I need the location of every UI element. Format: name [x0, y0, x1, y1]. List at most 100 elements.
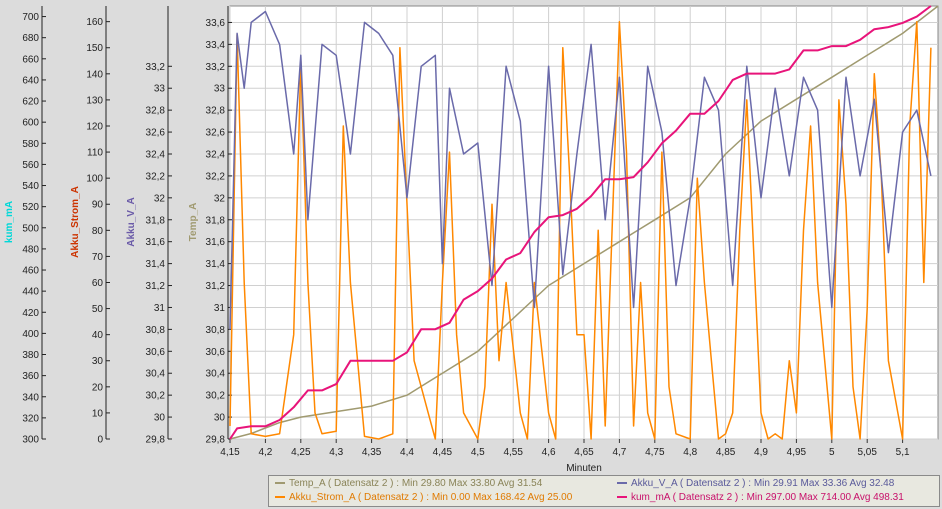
legend-text: Temp_A ( Datensatz 2 ) : Min 29.80 Max 3… [289, 478, 543, 489]
y-tick-label: 33 [214, 84, 226, 95]
multi-axis-line-chart: 3003203403603804004204404604805005205405… [4, 5, 939, 474]
x-tick-label: 4,3 [329, 447, 343, 458]
y-tick-label: 380 [22, 350, 39, 361]
x-tick-label: 5,1 [896, 447, 910, 458]
x-tick-label: 4,5 [471, 447, 485, 458]
y-tick-label: 110 [87, 148, 103, 159]
y-tick-label: 30,8 [206, 325, 226, 336]
y-tick-label: 540 [22, 181, 39, 192]
series-line-temp-a [229, 5, 939, 440]
x-tick-label: 4,7 [612, 447, 626, 458]
x-tick-label: 4,8 [683, 447, 697, 458]
y-tick-label: 31,6 [206, 237, 226, 248]
y-tick-label: 680 [22, 33, 39, 44]
y-tick-label: 400 [22, 329, 39, 340]
y-tick-label: 30,2 [206, 391, 226, 402]
y-tick-label: 31,8 [146, 215, 166, 226]
y-tick-label: 130 [86, 95, 103, 106]
x-tick-label: 4,9 [754, 447, 768, 458]
y-tick-label: 300 [22, 435, 39, 446]
legend-swatch [275, 482, 285, 485]
legend-item: Akku_V_A ( Datensatz 2 ) : Min 29.91 Max… [617, 478, 894, 489]
y-tick-label: 600 [22, 118, 39, 129]
y-tick-label: 32,4 [146, 149, 166, 160]
y-tick-label: 33,2 [146, 62, 166, 73]
legend: Temp_A ( Datensatz 2 ) : Min 29.80 Max 3… [268, 475, 940, 507]
series-line-kum-ma [229, 5, 932, 440]
legend-item: kum_mA ( Datensatz 2 ) : Min 297.00 Max … [617, 492, 904, 503]
y-tick-label: 33,4 [206, 40, 226, 51]
x-tick-label: 4,95 [787, 447, 807, 458]
y-axis-label: Temp_A [188, 203, 199, 242]
y-tick-label: 31,2 [206, 281, 226, 292]
y-tick-label: 30,4 [206, 369, 226, 380]
y-tick-label: 50 [92, 304, 104, 315]
y-tick-label: 160 [86, 17, 103, 28]
x-tick-label: 5 [829, 447, 835, 458]
gridlines [229, 6, 938, 440]
legend-text: Akku_Strom_A ( Datensatz 2 ) : Min 0.00 … [289, 492, 573, 503]
y-tick-label: 33 [154, 84, 166, 95]
y-tick-label: 580 [22, 139, 39, 150]
y-axis-label: Akku_V_A [126, 197, 137, 246]
y-tick-label: 32,4 [206, 149, 226, 160]
legend-item: Temp_A ( Datensatz 2 ) : Min 29.80 Max 3… [275, 478, 542, 489]
y-tick-label: 31,4 [146, 259, 166, 270]
y-tick-label: 360 [22, 371, 39, 382]
legend-item: Akku_Strom_A ( Datensatz 2 ) : Min 0.00 … [275, 492, 572, 503]
y-tick-label: 31 [214, 303, 226, 314]
y-axis-label: kum_mA [4, 201, 15, 243]
y-tick-label: 30,8 [146, 325, 166, 336]
x-tick-label: 5,05 [857, 447, 877, 458]
y-tick-label: 120 [86, 121, 103, 132]
y-tick-label: 620 [22, 97, 39, 108]
x-tick-label: 4,4 [400, 447, 414, 458]
y-tick-label: 100 [86, 174, 103, 185]
y-tick-label: 640 [22, 75, 39, 86]
y-tick-label: 520 [22, 202, 39, 213]
y-tick-label: 31,8 [206, 215, 226, 226]
x-tick-label: 4,45 [433, 447, 453, 458]
legend-swatch [617, 496, 627, 499]
y-tick-label: 32,2 [146, 171, 166, 182]
y-tick-label: 420 [22, 308, 39, 319]
y-tick-label: 33,2 [206, 62, 226, 73]
y-tick-label: 320 [22, 413, 39, 424]
x-tick-label: 4,6 [542, 447, 556, 458]
x-tick-label: 4,65 [574, 447, 594, 458]
series-line-akku-v-a [229, 10, 932, 330]
y-tick-label: 0 [97, 435, 103, 446]
y-tick-label: 32,6 [146, 128, 166, 139]
y-tick-label: 30 [92, 356, 104, 367]
y-tick-label: 31 [154, 303, 166, 314]
y-tick-label: 32,8 [206, 106, 226, 117]
y-tick-label: 32,8 [146, 106, 166, 117]
y-tick-label: 70 [92, 252, 104, 263]
y-tick-label: 32 [154, 193, 166, 204]
y-tick-label: 30 [214, 413, 226, 424]
y-tick-label: 29,8 [146, 435, 166, 446]
x-axis-label: Minuten [566, 463, 602, 474]
y-tick-label: 150 [86, 43, 103, 54]
y-tick-label: 340 [22, 392, 39, 403]
legend-text: kum_mA ( Datensatz 2 ) : Min 297.00 Max … [631, 492, 904, 503]
y-tick-label: 31,6 [146, 237, 166, 248]
series-line-akku-strom-a [229, 20, 932, 440]
y-tick-label: 30,2 [146, 391, 166, 402]
y-tick-label: 20 [92, 382, 104, 393]
x-tick-label: 4,2 [258, 447, 272, 458]
x-tick-label: 4,75 [645, 447, 665, 458]
x-axis: 4,15 4,2 4,25 4,3 4,35 4,4 4,45 4,5 4,55 4,6 4,65 4… [220, 439, 910, 458]
y-tick-label: 31,4 [206, 259, 226, 270]
y-tick-label: 560 [22, 160, 39, 171]
y-tick-label: 80 [92, 226, 104, 237]
legend-text: Akku_V_A ( Datensatz 2 ) : Min 29.91 Max… [631, 478, 895, 489]
y-tick-label: 30,6 [206, 347, 226, 358]
y-tick-label: 660 [22, 54, 39, 65]
x-tick-label: 4,85 [716, 447, 736, 458]
x-tick-label: 4,15 [220, 447, 240, 458]
y-tick-label: 700 [22, 12, 39, 23]
y-tick-label: 30 [154, 413, 166, 424]
y-tick-label: 30,4 [146, 369, 166, 380]
y-tick-label: 32,6 [206, 128, 226, 139]
